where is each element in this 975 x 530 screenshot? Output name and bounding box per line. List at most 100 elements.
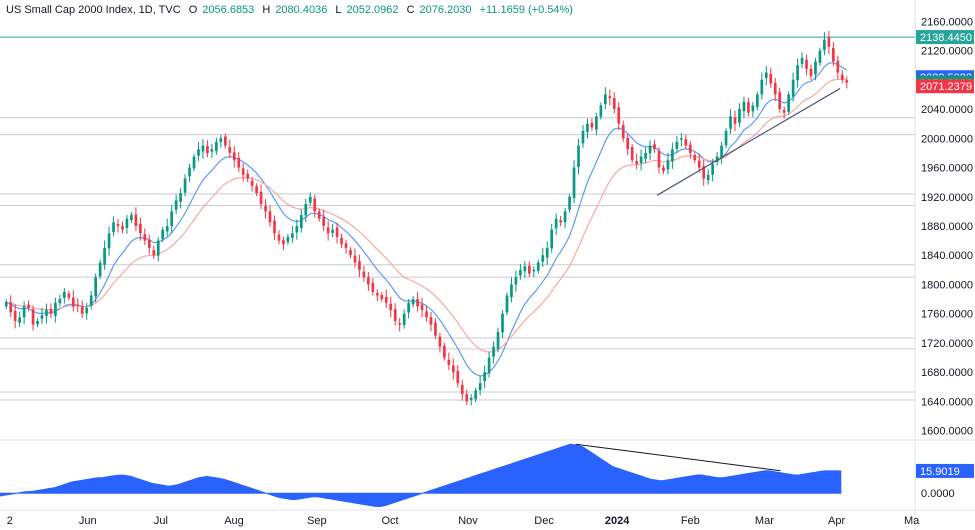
candle-body <box>706 174 710 181</box>
candle-body <box>344 243 348 248</box>
candle-body <box>416 299 419 307</box>
candle-body <box>505 295 509 313</box>
time-tick-label: Jun <box>79 515 97 527</box>
candle-body <box>40 315 44 319</box>
candle-body <box>800 57 804 64</box>
time-tick-label: Jul <box>154 515 168 527</box>
candle-body <box>304 204 308 216</box>
trendline-layer <box>656 88 841 196</box>
price-tick-label: 2160.0000 <box>921 16 973 28</box>
candle-body <box>595 116 598 130</box>
candle-body <box>738 109 741 123</box>
candle-body <box>80 306 84 314</box>
candle-body <box>402 313 406 326</box>
candle-body <box>85 307 89 314</box>
candle-body <box>152 250 156 256</box>
candle-body <box>639 156 643 163</box>
candle-body <box>550 229 554 249</box>
horizontal-levels <box>0 36 915 401</box>
candle-body <box>335 227 339 237</box>
candle-body <box>818 50 822 63</box>
price-tick-label: 1600.0000 <box>921 426 973 438</box>
candle-body <box>411 299 415 305</box>
candle-body <box>733 117 737 124</box>
candle-body <box>107 233 111 249</box>
candle-body <box>22 306 26 318</box>
candle-body <box>563 211 567 223</box>
candle-body <box>407 302 410 313</box>
candle-body <box>103 247 106 265</box>
candle-body <box>805 59 808 69</box>
candle-body <box>586 123 589 132</box>
candle-body <box>340 237 343 245</box>
high-label: H <box>262 4 271 16</box>
price-tick-label: 1840.0000 <box>921 250 973 262</box>
candle-body <box>121 226 124 230</box>
candle-body <box>635 161 638 164</box>
candle-body <box>317 211 321 219</box>
candle-body <box>161 229 165 240</box>
price-tick-label: 1800.0000 <box>921 279 973 291</box>
candle-body <box>845 80 849 83</box>
candle-body <box>94 277 97 297</box>
candle-body <box>331 229 334 233</box>
candle-body <box>443 345 446 358</box>
candle-body <box>259 191 263 205</box>
candle-body <box>76 304 80 306</box>
candle-body <box>219 138 223 142</box>
candle-body <box>447 359 451 365</box>
candle-body <box>246 173 250 179</box>
candle-body <box>474 390 478 400</box>
candles-layer <box>4 30 849 406</box>
candle-body <box>277 234 281 241</box>
time-axis[interactable]: 2 Jun Jul Aug Sep Oct Nov Dec 2024 Feb Mar Apr Ma <box>7 515 920 527</box>
candle-body <box>773 83 777 95</box>
candle-body <box>742 101 746 112</box>
candle-body <box>179 193 182 202</box>
candle-body <box>451 365 455 373</box>
candle-body <box>608 96 612 99</box>
candle-body <box>684 139 688 146</box>
time-tick-label: Sep <box>307 515 327 527</box>
candle-body <box>460 384 464 395</box>
candle-body <box>465 394 469 402</box>
candle-body <box>809 68 813 77</box>
candle-body <box>425 311 428 318</box>
candle-body <box>429 316 433 325</box>
candle-body <box>147 239 151 248</box>
candle-body <box>36 321 39 325</box>
candle-body <box>782 109 786 113</box>
candle-body <box>456 370 460 384</box>
price-badge <box>916 79 974 94</box>
candle-body <box>63 291 66 298</box>
candle-body <box>648 145 652 154</box>
candle-body <box>545 247 549 258</box>
candle-body <box>398 323 402 325</box>
candle-body <box>201 145 205 152</box>
candle-body <box>322 216 326 226</box>
candle-body <box>501 313 504 333</box>
candle-body <box>206 146 209 153</box>
time-tick-label: Ma <box>904 515 920 527</box>
candle-body <box>130 215 133 221</box>
price-tick-label: 2000.0000 <box>921 133 973 145</box>
candle-body <box>617 107 621 124</box>
candle-body <box>787 94 790 112</box>
candle-body <box>697 160 701 168</box>
candle-body <box>693 155 697 161</box>
candle-body <box>192 156 196 169</box>
candle-body <box>827 37 831 47</box>
candle-body <box>165 226 169 232</box>
price-tick-label: 1920.0000 <box>921 192 973 204</box>
candle-body <box>89 295 93 306</box>
time-tick-label: 2 <box>7 515 13 527</box>
price-tick-label: 2120.0000 <box>921 46 973 58</box>
candle-body <box>371 282 375 292</box>
candle-body <box>299 215 303 229</box>
candle-body <box>724 130 728 146</box>
candle-body <box>438 336 442 347</box>
candle-body <box>282 240 285 245</box>
candle-body <box>478 383 482 391</box>
candle-body <box>711 163 714 175</box>
